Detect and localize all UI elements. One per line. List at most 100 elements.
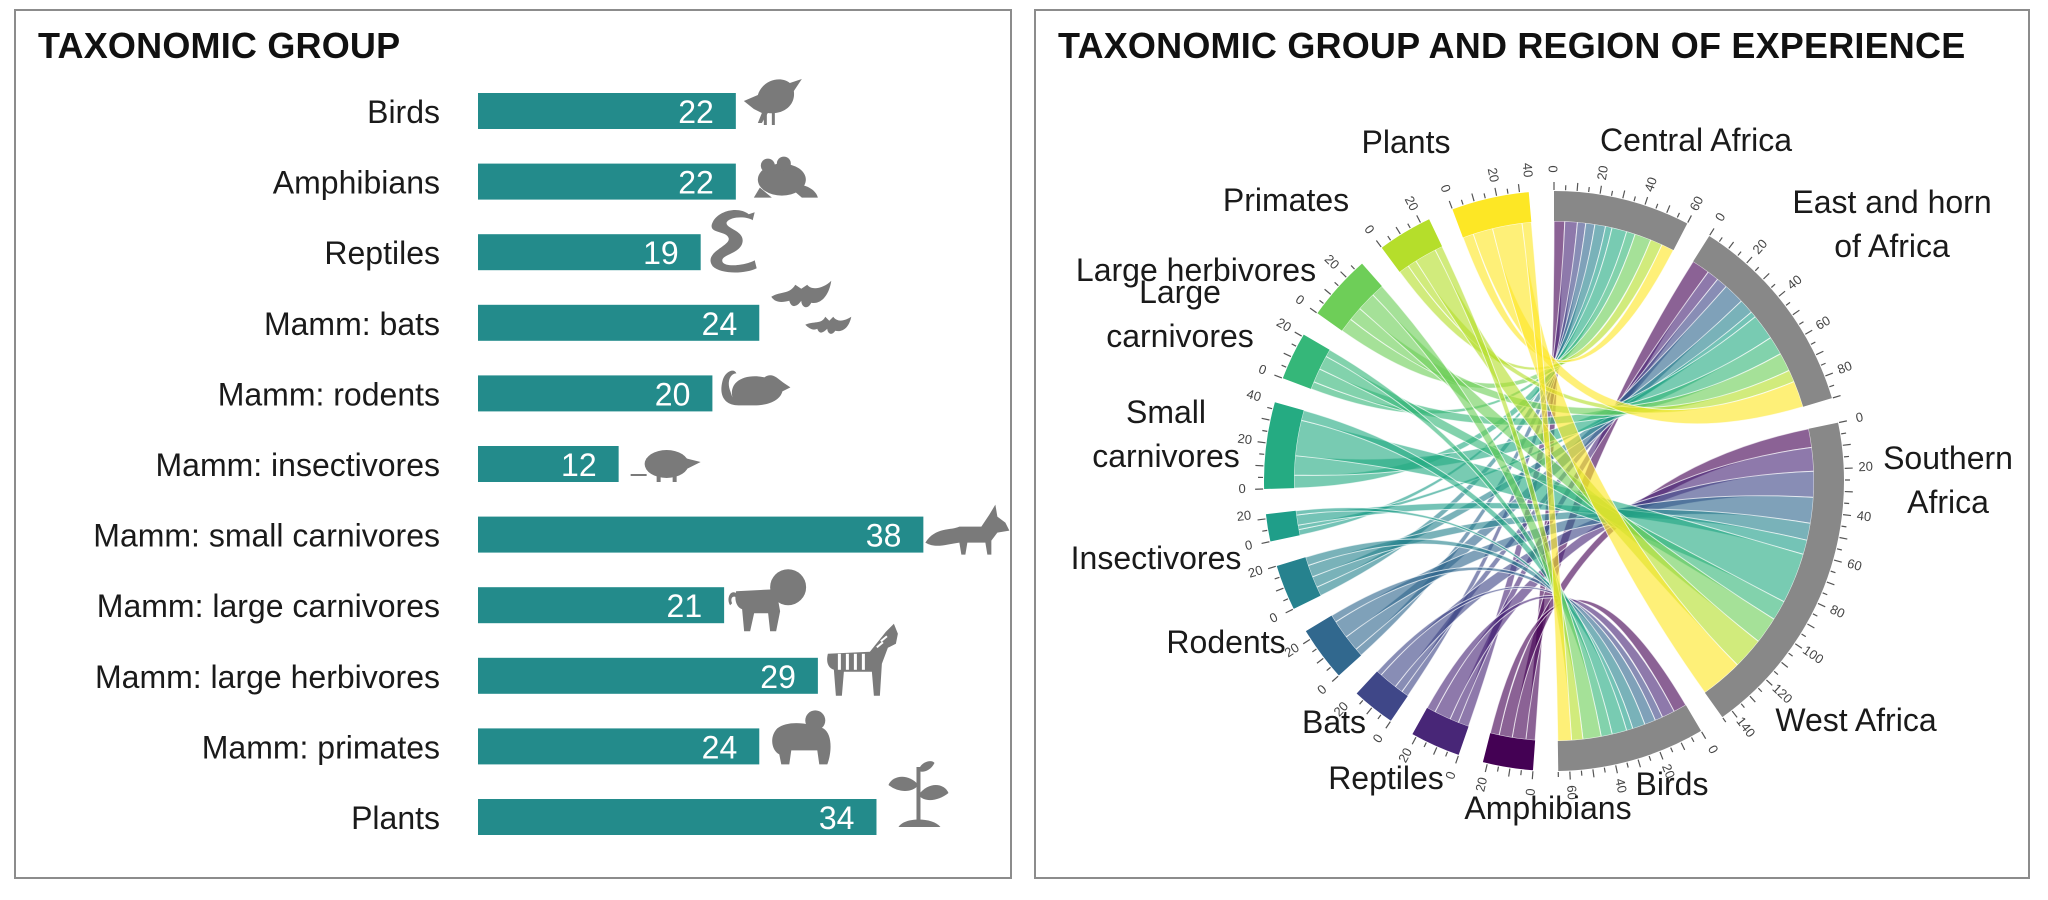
- axis-tick: [1520, 770, 1522, 776]
- axis-tick: [1445, 751, 1449, 757]
- tick-label: 20: [1246, 562, 1264, 581]
- tick-label: 0: [1854, 409, 1864, 425]
- axis-tick: [1737, 251, 1742, 256]
- axis-tick: [1833, 559, 1842, 563]
- axis-tick: [1257, 441, 1266, 444]
- axis-tick: [1765, 679, 1773, 686]
- category-label: Amphibians: [273, 165, 440, 201]
- axis-tick: [1830, 570, 1836, 574]
- axis-tick: [1267, 565, 1276, 570]
- tick-label: 40: [1856, 508, 1872, 525]
- axis-tick: [1722, 717, 1727, 723]
- axis-tick: [1810, 341, 1816, 345]
- axis-tick: [1411, 736, 1417, 745]
- axis-tick: [1517, 184, 1521, 193]
- fox-icon: [925, 504, 1010, 555]
- axis-tick: [1283, 352, 1292, 358]
- chord-link: [1300, 409, 1628, 736]
- axis-tick: [1309, 307, 1317, 314]
- chord-label: Large herbivores: [1076, 252, 1316, 288]
- data-label: 24: [702, 306, 738, 342]
- chord-link: [1295, 507, 1634, 732]
- tick-label: 40: [1612, 777, 1630, 794]
- group-segment: [1482, 733, 1536, 771]
- tick-label: 80: [1828, 601, 1847, 621]
- chord-link: [1426, 595, 1675, 718]
- group-segment: [1264, 402, 1304, 489]
- axis-tick: [1448, 200, 1453, 209]
- category-label: Mamm: bats: [264, 306, 440, 342]
- axis-tick: [1291, 343, 1297, 347]
- zebra-icon: [827, 623, 898, 696]
- axis-tick: [1506, 188, 1509, 194]
- chord-link: [1376, 585, 1664, 722]
- tick-label: 60: [1564, 785, 1580, 800]
- bar: [478, 657, 818, 694]
- data-label: 21: [667, 588, 703, 624]
- axis-tick: [1615, 765, 1618, 774]
- tick-label: 0: [1712, 210, 1729, 224]
- axis-tick: [1275, 587, 1284, 592]
- axis-tick: [1842, 443, 1851, 446]
- category-label: Mamm: large carnivores: [97, 588, 440, 624]
- axis-tick: [1261, 417, 1270, 421]
- axis-tick: [1433, 747, 1438, 755]
- axis-tick: [1637, 759, 1641, 768]
- chord-chart-title: TAXONOMIC GROUP AND REGION OF EXPERIENCE: [1058, 25, 1966, 66]
- axis-tick: [1826, 581, 1835, 586]
- category-label: Mamm: rodents: [218, 376, 440, 412]
- tick-label: 20: [1472, 776, 1490, 794]
- axis-tick: [1285, 608, 1294, 614]
- axis-tick: [1377, 714, 1382, 720]
- axis-tick: [1274, 576, 1280, 580]
- axis-tick: [1825, 372, 1834, 377]
- axis-tick: [1588, 187, 1590, 193]
- tick-label: 20: [1282, 640, 1302, 660]
- axis-tick: [1812, 613, 1818, 617]
- tick-label: 20: [1395, 745, 1415, 765]
- axis-tick: [1274, 374, 1283, 379]
- axis-tick: [1687, 215, 1692, 223]
- tick-label: 40: [1641, 175, 1660, 193]
- axis-tick: [1709, 228, 1715, 236]
- axis-tick: [1326, 666, 1331, 672]
- chord-label: West Africa: [1775, 702, 1936, 738]
- shrew-icon: [630, 450, 701, 482]
- axis-tick: [1261, 541, 1270, 544]
- axis-tick: [1366, 707, 1373, 715]
- axis-tick: [1788, 652, 1793, 657]
- bat-icon: [771, 280, 852, 334]
- axis-tick: [1822, 592, 1828, 596]
- axis-tick: [1334, 281, 1339, 287]
- axis-tick: [1416, 215, 1421, 223]
- axis-tick: [1754, 266, 1760, 272]
- axis-tick: [1763, 273, 1770, 280]
- tick-label: 20: [1402, 193, 1422, 213]
- axis-tick: [1842, 514, 1852, 517]
- region-segment: [1557, 705, 1702, 771]
- tick-label: 20: [1237, 431, 1253, 448]
- axis-tick: [1423, 742, 1427, 748]
- axis-tick: [1281, 364, 1287, 368]
- frog-icon: [753, 156, 818, 198]
- region-segment: [1554, 191, 1688, 251]
- tick-label: 0: [1545, 165, 1560, 172]
- axis-tick: [1508, 768, 1511, 777]
- axis-tick: [1778, 290, 1786, 297]
- axis-tick: [1728, 241, 1735, 249]
- axis-tick: [1302, 638, 1311, 645]
- axis-tick: [1319, 299, 1324, 304]
- axis-tick: [1496, 766, 1500, 772]
- axis-tick: [1267, 406, 1273, 410]
- tick-label: 60: [1846, 556, 1864, 574]
- bar: [478, 163, 736, 200]
- group-segment: [1381, 219, 1443, 272]
- chord-label: Reptiles: [1328, 760, 1444, 796]
- tick-label: 0: [1437, 182, 1454, 194]
- axis-tick: [1294, 331, 1302, 337]
- axis-tick: [1626, 762, 1629, 768]
- axis-tick: [1773, 670, 1779, 676]
- axis-tick: [1832, 395, 1841, 399]
- axis-tick: [1311, 648, 1317, 653]
- axis-tick: [1375, 240, 1382, 248]
